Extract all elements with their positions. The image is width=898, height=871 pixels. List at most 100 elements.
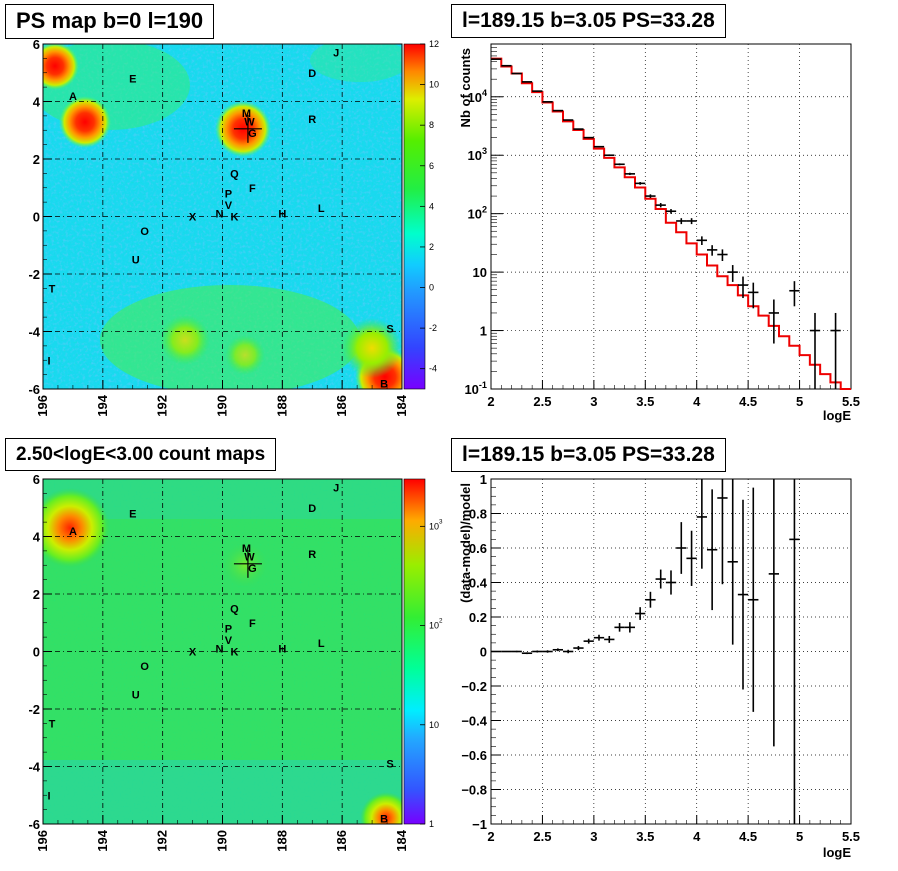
x-tick-label: 2 [487, 829, 494, 844]
residual-title: l=189.15 b=3.05 PS=33.28 [451, 438, 726, 472]
source-label: M [242, 108, 251, 120]
colorbar-tick-label: 12 [429, 39, 439, 49]
ps-map-colorbar-ticks: -4 -2 0 2 4 6 8 10 12 [420, 39, 439, 374]
spectrum-data-series [491, 58, 841, 389]
colorbar-tick-label: 4 [429, 201, 434, 211]
y-tick-label: 2 [33, 587, 40, 602]
data-point [614, 163, 625, 166]
residual-point [604, 635, 615, 643]
ps-map-warm-s [342, 318, 402, 378]
residual-point [552, 648, 563, 652]
y-tick-label: 2 [33, 152, 40, 167]
data-point [583, 136, 594, 139]
residual-point [635, 607, 646, 620]
residual-point [696, 479, 707, 569]
count-map-sources: A E D J MWG R QF PV X N K H L O U T S I B [47, 483, 393, 826]
colorbar-tick-label: -2 [429, 323, 437, 333]
model-histogram [491, 57, 851, 390]
ps-map-grid [43, 44, 402, 389]
data-point [809, 312, 821, 389]
x-tick-label: 2.5 [533, 394, 551, 409]
residual-point [511, 650, 522, 653]
x-tick-label: 194 [95, 829, 110, 851]
residual-point [491, 650, 502, 653]
x-tick-label: 190 [215, 830, 230, 852]
residual-point [748, 487, 759, 712]
source-label: R [308, 114, 316, 126]
source-label: J [333, 483, 339, 495]
y-tick-label: 0 [33, 645, 40, 660]
y-tick-label: 103 [467, 146, 487, 163]
data-point [676, 218, 687, 225]
y-tick-label: 0.2 [469, 610, 487, 625]
data-point [604, 154, 615, 157]
source-label: R [308, 549, 316, 561]
y-tick-label: −0.4 [461, 714, 487, 729]
source-label: B [380, 378, 388, 390]
y-tick-label: -6 [28, 382, 40, 397]
y-tick-label: -6 [28, 817, 40, 832]
residual-point [789, 479, 800, 824]
source-label: U [132, 690, 140, 702]
residual-point [614, 623, 625, 632]
x-tick-label: 4.5 [739, 394, 757, 409]
y-tick-label: 0.6 [469, 541, 487, 556]
residual-point [532, 650, 543, 653]
x-tick-label: 4 [693, 394, 701, 409]
x-tick-label: 194 [95, 394, 110, 416]
x-tick-label: 184 [394, 394, 409, 416]
count-map-axes: 196 194 192 190 188 186 184 -6 -4 -2 0 2 4 6 [28, 472, 409, 852]
data-point [768, 299, 779, 344]
x-tick-label: 190 [215, 395, 230, 417]
data-point [645, 194, 656, 198]
data-point [727, 265, 738, 282]
count-map-colorbar [403, 478, 426, 825]
source-label: V [225, 200, 233, 212]
residual-point [737, 499, 749, 690]
ps-map-sources: A E D J MWG R QF PV X N K H L O U T S I B [47, 48, 393, 391]
ps-map-warm-2 [225, 335, 265, 375]
source-label: G [248, 563, 257, 575]
colorbar-tick-label: -4 [429, 364, 437, 374]
x-tick-label: 3.5 [636, 394, 654, 409]
residual-point [501, 650, 512, 653]
source-label: L [318, 638, 325, 650]
source-label: F [249, 618, 256, 630]
source-label: P [225, 189, 232, 201]
x-tick-label: 192 [155, 830, 170, 852]
residual-point [676, 522, 687, 574]
data-point [789, 281, 800, 307]
residual-point [655, 569, 666, 589]
y-tick-label: 1 [480, 324, 487, 339]
source-label: Q [230, 168, 239, 180]
data-point [717, 249, 728, 261]
data-point [737, 276, 749, 299]
count-map-grid [43, 479, 402, 824]
source-label: M [242, 543, 251, 555]
residual-point [727, 479, 738, 645]
colorbar-tick-label: 2 [429, 242, 434, 252]
x-tick-label: 5.5 [842, 829, 860, 844]
residual-point [583, 638, 594, 644]
x-tick-label: 5.5 [842, 394, 860, 409]
y-tick-label: -4 [28, 760, 40, 775]
source-label: T [49, 283, 56, 295]
y-tick-label: 0.4 [469, 576, 488, 591]
count-map-hotspot-a [43, 488, 110, 568]
source-label: E [129, 74, 136, 86]
source-label: F [249, 183, 256, 195]
x-tick-label: 188 [274, 830, 289, 852]
colorbar-tick-label: 10 [429, 720, 439, 730]
count-map-title: 2.50<logE<3.00 count maps [5, 438, 277, 471]
data-point [542, 101, 553, 103]
y-tick-label: 6 [33, 37, 40, 52]
y-tick-label: −0.6 [461, 748, 487, 763]
x-tick-label: 186 [334, 830, 349, 852]
source-label: P [225, 624, 232, 636]
data-point [665, 209, 677, 214]
data-point [573, 128, 584, 130]
colorbar-tick-label: 102 [429, 618, 443, 631]
spectrum-panel: 2 2.5 3 3.5 4 4.5 5 5.5 10-1 1 10 102 103 104 logE Nb… [458, 43, 860, 423]
colorbar-tick-label: 6 [429, 161, 434, 171]
ps-map-axes: 196 194 192 190 188 186 184 -6 -4 -2 0 2 4 6 [28, 37, 409, 417]
